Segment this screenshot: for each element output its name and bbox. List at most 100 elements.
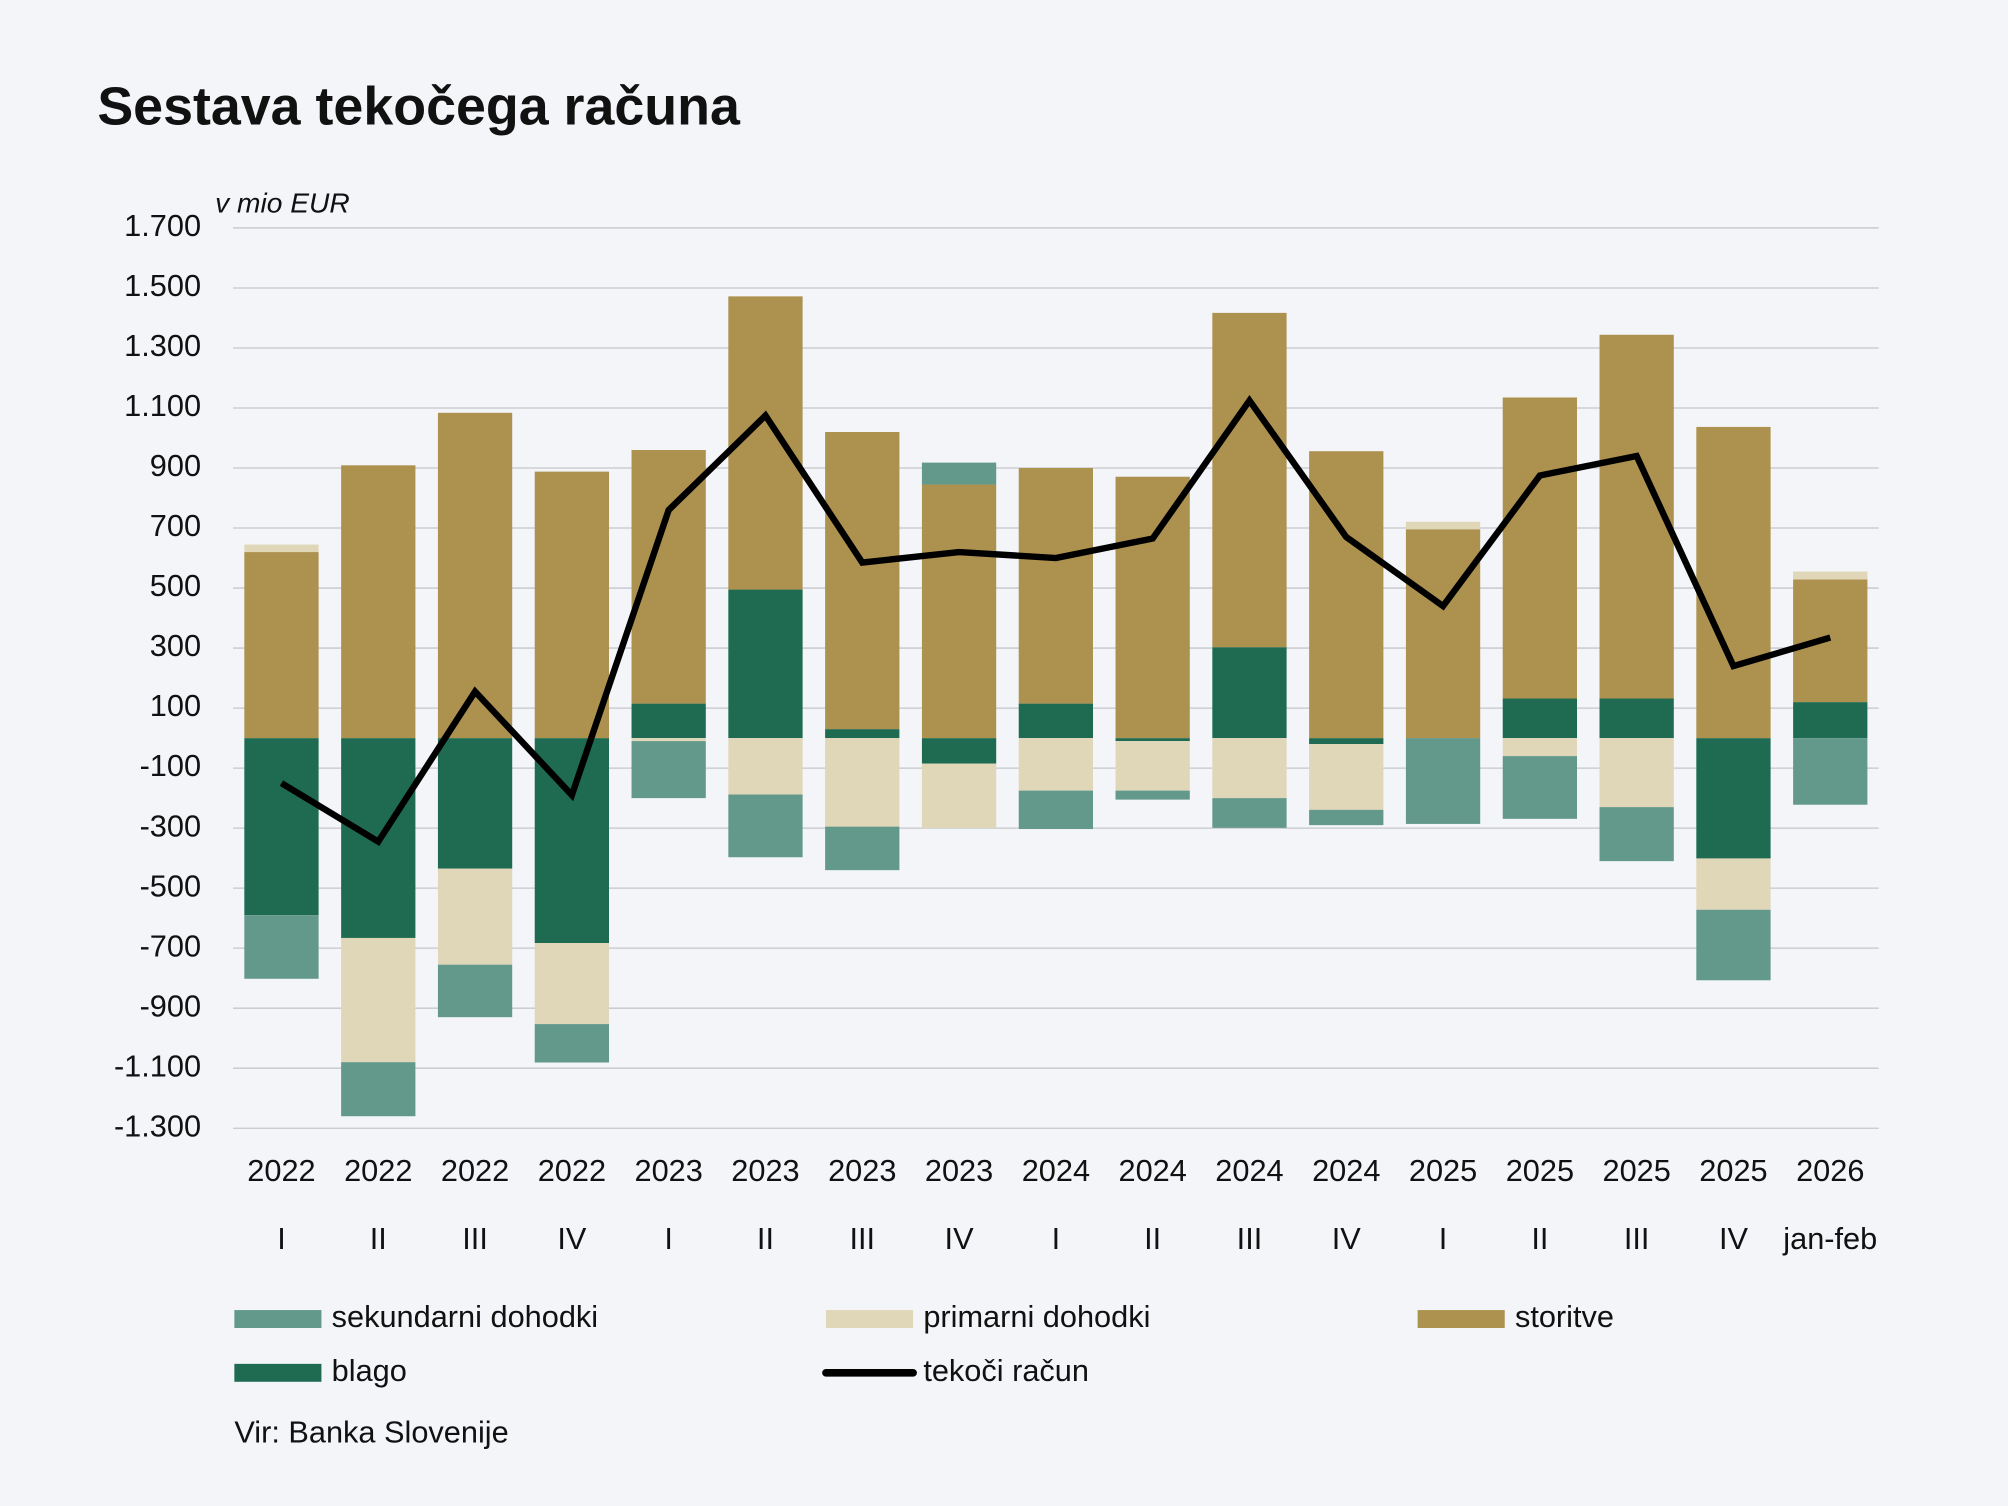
bar — [1309, 738, 1384, 745]
y-tick-label: 900 — [150, 448, 201, 483]
x-tick-label: I — [1052, 1221, 1061, 1256]
y-tick-label: 1.700 — [124, 208, 201, 243]
bar — [921, 738, 997, 764]
bar — [825, 738, 900, 827]
bar — [1309, 451, 1384, 739]
bar — [825, 432, 900, 730]
bar — [437, 964, 513, 1018]
legend-swatch — [825, 1310, 914, 1328]
bar — [1018, 703, 1094, 739]
x-tick-label: 2023 — [634, 1153, 702, 1188]
bar — [1793, 702, 1868, 739]
y-tick-label: -900 — [140, 988, 201, 1023]
bar — [244, 915, 319, 979]
bar — [534, 471, 610, 739]
bar — [437, 738, 513, 869]
x-tick-label: IV — [1332, 1221, 1362, 1256]
y-tick-label: -500 — [140, 868, 201, 903]
bar — [1115, 741, 1190, 791]
bar — [728, 738, 803, 795]
y-tick-label: 700 — [150, 508, 201, 543]
bar — [1696, 909, 1771, 981]
legend-label: storitve — [1515, 1299, 1614, 1334]
bar — [244, 738, 319, 916]
bar — [1696, 858, 1771, 910]
x-tick-label: 2022 — [344, 1153, 412, 1188]
bar — [728, 589, 803, 739]
bar — [1212, 798, 1287, 828]
bar — [244, 552, 319, 739]
legend-swatch — [234, 1363, 322, 1382]
y-tick-label: -100 — [140, 748, 201, 783]
bar — [1115, 790, 1190, 800]
x-tick-label: IV — [557, 1221, 587, 1256]
x-tick-label: II — [757, 1221, 774, 1256]
bar — [1502, 397, 1577, 699]
x-tick-label: II — [370, 1221, 387, 1256]
y-tick-label: 1.300 — [124, 328, 201, 363]
bar — [1696, 738, 1771, 859]
y-tick-label: -300 — [140, 808, 201, 843]
y-tick-label: 500 — [150, 568, 201, 603]
legend-label: primarni dohodki — [923, 1299, 1150, 1334]
bar — [1309, 809, 1384, 826]
x-tick-label: 2024 — [1118, 1153, 1186, 1188]
legend-swatch — [234, 1310, 322, 1328]
bar — [631, 738, 706, 742]
x-tick-label: 2022 — [441, 1153, 509, 1188]
legend-label: blago — [332, 1353, 407, 1388]
x-tick-label: 2024 — [1312, 1153, 1380, 1188]
bar — [1212, 312, 1287, 648]
x-tick-label: 2025 — [1506, 1153, 1574, 1188]
bar — [1599, 698, 1674, 739]
bar — [437, 868, 513, 965]
x-tick-label: 2023 — [828, 1153, 896, 1188]
bar — [1405, 738, 1481, 824]
y-tick-label: 1.100 — [124, 388, 201, 423]
y-tick-label: -1.100 — [114, 1048, 201, 1083]
bar — [1793, 738, 1868, 805]
bar — [1599, 807, 1674, 862]
bar — [825, 729, 900, 739]
bar — [1212, 738, 1287, 799]
bar — [1502, 756, 1577, 819]
y-tick-label: 1.500 — [124, 268, 201, 303]
bar — [921, 763, 997, 829]
bar — [1405, 521, 1481, 530]
bar — [244, 544, 319, 553]
bar — [534, 1024, 610, 1063]
bar — [1502, 698, 1577, 739]
x-tick-label: I — [1439, 1221, 1448, 1256]
x-tick-label: III — [849, 1221, 875, 1256]
legend-label: tekoči račun — [923, 1353, 1089, 1388]
x-tick-label: jan-feb — [1782, 1221, 1877, 1256]
x-tick-label: II — [1531, 1221, 1548, 1256]
bar — [437, 412, 513, 739]
bar — [1018, 738, 1094, 791]
bar — [341, 1062, 416, 1117]
x-tick-label: 2024 — [1215, 1153, 1283, 1188]
x-tick-label: 2022 — [247, 1153, 315, 1188]
y-tick-label: 300 — [150, 628, 201, 663]
source: Vir: Banka Slovenije — [234, 1414, 508, 1449]
x-tick-label: III — [1624, 1221, 1650, 1256]
axis-unit: v mio EUR — [215, 186, 350, 218]
x-tick-label: 2025 — [1699, 1153, 1767, 1188]
bar — [631, 703, 706, 739]
x-tick-label: III — [1237, 1221, 1263, 1256]
bar — [631, 741, 706, 799]
x-tick-label: II — [1144, 1221, 1161, 1256]
bar — [1309, 744, 1384, 810]
x-tick-label: 2023 — [925, 1153, 993, 1188]
bar — [921, 484, 997, 739]
bar — [1793, 571, 1868, 580]
legend-label: sekundarni dohodki — [332, 1299, 598, 1334]
y-tick-label: 100 — [150, 688, 201, 723]
x-tick-label: I — [664, 1221, 673, 1256]
x-tick-label: 2023 — [731, 1153, 799, 1188]
x-tick-label: 2025 — [1409, 1153, 1477, 1188]
bar — [1115, 738, 1190, 742]
chart-title: Sestava tekočega računa — [97, 76, 741, 136]
